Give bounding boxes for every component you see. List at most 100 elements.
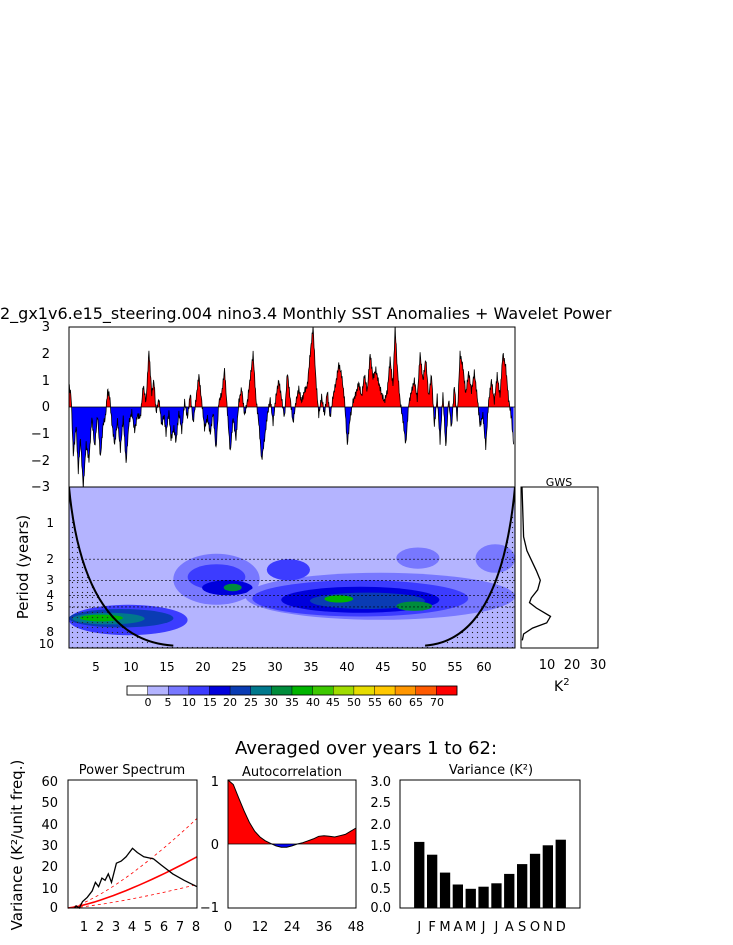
colorbar-label: 35 (285, 696, 299, 709)
sst-ytick-label: −1 (31, 427, 50, 442)
colorbar-swatch (333, 685, 355, 696)
colorbar-swatch (188, 685, 210, 696)
year-tick-label: 5 (92, 660, 100, 674)
year-tick-label: 10 (123, 660, 138, 674)
variance-bar (542, 845, 553, 908)
power-xtick-label: 3 (112, 920, 120, 935)
variance-xtick-label: N (543, 920, 553, 935)
gws-tick-label: 20 (564, 658, 581, 673)
power-ytick-label: 40 (41, 818, 58, 833)
variance-xtick-label: O (530, 920, 540, 935)
sst-positive-area (69, 327, 514, 407)
main-title: 2_gx1v6.e15_steering.004 nino3.4 Monthly… (0, 304, 612, 324)
variance-frame (399, 779, 581, 909)
wavelet-frame (68, 486, 516, 649)
autocorr-xtick-label: 48 (348, 920, 365, 935)
variance-title: Variance (K²) (449, 763, 533, 778)
sst-y-ticks: 3 2 1 0 −1 −2 −3 (31, 320, 50, 495)
year-tick-label: 35 (303, 660, 318, 674)
colorbar-swatch (374, 685, 396, 696)
colorbar-boxes (126, 685, 458, 696)
variance-xtick-label: J (481, 920, 486, 935)
colorbar-swatch (168, 685, 190, 696)
variance-xtick-label: A (453, 920, 462, 935)
colorbar: 0 5 10 15 20 25 30 35 40 45 50 55 60 65 … (126, 685, 458, 709)
power-ytick-label: 60 (41, 775, 58, 790)
year-tick-label: 45 (375, 660, 390, 674)
colorbar-label: 60 (388, 696, 402, 709)
wavelet-y-ticks: 1 2 3 4 5 8 10 (39, 516, 54, 651)
gws-panel: GWS 10 20 30 K2 (520, 476, 607, 695)
autocorrelation-title: Autocorrelation (242, 765, 342, 780)
variance-ytick-label: 3.0 (370, 775, 391, 790)
colorbar-swatch (209, 685, 231, 696)
gws-tick-label: 10 (539, 658, 556, 673)
period-tick-label: 1 (46, 516, 54, 530)
wavelet-power-contour (396, 547, 440, 569)
sst-ytick-label: −3 (31, 480, 50, 495)
power-spectrum-title: Power Spectrum (79, 763, 185, 778)
year-tick-label: 60 (476, 660, 491, 674)
gws-x-label-base: K (554, 679, 564, 695)
colorbar-swatch (250, 685, 272, 696)
variance-ytick-label: 1.5 (370, 839, 391, 854)
gws-curve (521, 486, 552, 641)
year-tick-label: 20 (195, 660, 210, 674)
colorbar-swatch (415, 685, 437, 696)
power-frame (67, 779, 198, 909)
gws-title: GWS (546, 476, 572, 489)
power-spectrum-panel: Power Spectrum 60 50 40 30 20 10 0 1 2 3… (41, 763, 200, 935)
autocorr-ytick-label: 1 (211, 775, 219, 790)
period-tick-label: 4 (46, 588, 54, 602)
autocorr-xtick-label: 12 (252, 920, 269, 935)
variance-bar (504, 873, 515, 908)
colorbar-swatch (394, 685, 416, 696)
colorbar-label: 70 (430, 696, 444, 709)
power-xtick-label: 5 (144, 920, 152, 935)
variance-xtick-label: D (556, 920, 566, 935)
variance-bar (452, 884, 463, 908)
colorbar-label: 55 (368, 696, 382, 709)
year-tick-label: 55 (447, 660, 462, 674)
colorbar-swatch (229, 685, 251, 696)
power-confidence-upper-line (67, 818, 198, 909)
year-tick-label: 30 (267, 660, 282, 674)
colorbar-label: 50 (347, 696, 361, 709)
sst-anomaly-panel: 3 2 1 0 −1 −2 −3 (31, 320, 516, 495)
wavelet-power-contour (266, 559, 310, 581)
autocorr-xtick-label: 0 (224, 920, 232, 935)
power-ytick-label: 0 (50, 901, 58, 916)
wavelet-contours (69, 487, 515, 648)
wavelet-power-contour (324, 595, 354, 603)
variance-xtick-label: F (428, 920, 435, 935)
power-xtick-label: 6 (160, 920, 168, 935)
variance-ytick-label: 0.0 (370, 901, 391, 916)
colorbar-label: 0 (145, 696, 152, 709)
wavelet-power-contour (396, 601, 433, 611)
colorbar-swatch (126, 685, 148, 696)
cone-of-influence-left (69, 487, 174, 647)
gws-x-label-sup: 2 (563, 677, 569, 688)
colorbar-label: 40 (306, 696, 320, 709)
colorbar-swatch (436, 685, 458, 696)
colorbar-label: 10 (182, 696, 196, 709)
sst-ytick-label: 0 (42, 400, 50, 415)
period-tick-label: 2 (46, 552, 54, 566)
variance-panel: Variance (K²) 3.0 2.5 2.0 1.5 1.0 0.5 0.… (370, 763, 581, 935)
power-xtick-label: 7 (176, 920, 184, 935)
variance-xtick-label: M (465, 920, 476, 935)
cone-of-influence-hatch (69, 487, 515, 648)
colorbar-swatch (271, 685, 293, 696)
power-ytick-label: 50 (41, 796, 58, 811)
autocorr-ytick-label: 0 (211, 838, 219, 853)
variance-bar (491, 883, 502, 908)
sst-ytick-label: 3 (42, 320, 50, 335)
wavelet-power-contour (223, 583, 242, 592)
gws-tick-label: 30 (590, 658, 607, 673)
autocorr-ytick-label: −1 (200, 901, 219, 916)
variance-ytick-label: 2.5 (370, 796, 391, 811)
colorbar-swatch (291, 685, 313, 696)
wavelet-panel: Period (years) 1 2 3 4 5 8 10 5 10 15 20… (14, 486, 516, 674)
variance-xtick-label: J (493, 920, 498, 935)
